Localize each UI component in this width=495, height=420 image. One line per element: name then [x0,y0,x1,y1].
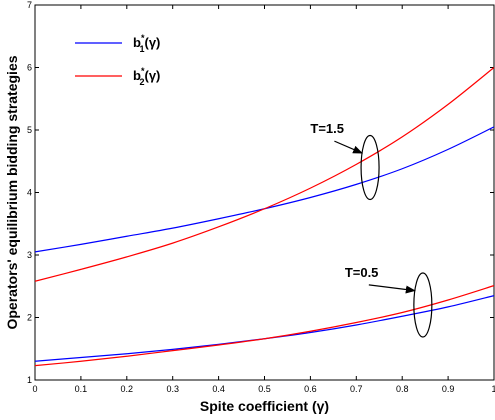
y-tick-label: 4 [27,188,32,198]
x-tick-label: 0.7 [350,384,363,394]
y-tick-label: 1 [27,375,32,385]
y-tick-label: 2 [27,313,32,323]
legend-entry: b* 2(γ) [133,66,160,87]
x-tick-label: 0.6 [304,384,317,394]
x-tick-label: 1 [491,384,495,394]
y-axis-label: Operators' equilibrium bidding strategie… [4,55,20,329]
annotation-label: T=1.5 [310,121,344,136]
annotation-label: T=0.5 [345,265,379,280]
x-tick-label: 0.9 [442,384,455,394]
y-tick-label: 7 [27,0,32,10]
y-tick-label: 3 [27,250,32,260]
series-lines [34,67,495,367]
x-tick-label: 0.5 [258,384,271,394]
x-tick-label: 0 [32,384,37,394]
annotation-ellipse [413,272,433,338]
x-tick-label: 0.2 [121,384,134,394]
series-line [34,67,495,282]
x-tick-label: 0.1 [75,384,88,394]
annotation-arrow [334,140,363,154]
y-tick-label: 6 [27,63,32,73]
x-tick-label: 0.4 [212,384,225,394]
axis-ticks: 0 0.1 0.2 0.3 0.4 0.5 0.6 0.7 0.8 0.9 1 1 2 3 4 5 6 7 [27,0,495,394]
series-line [34,295,495,362]
annotations: T=1.5 T=0.5 [310,121,433,338]
legend-entry: b* 1(γ) [133,33,160,54]
annotation-ellipse [360,134,380,201]
annotation-arrow [368,284,416,294]
x-tick-label: 0.8 [396,384,409,394]
y-tick-label: 5 [27,125,32,135]
series-line [34,126,495,253]
x-tick-label: 0.3 [166,384,179,394]
series-line [34,285,495,367]
plot-area [34,4,495,381]
legend: b* 1(γ) b* 2(γ) [75,33,160,87]
x-axis-label: Spite coefficient (γ) [200,398,329,414]
